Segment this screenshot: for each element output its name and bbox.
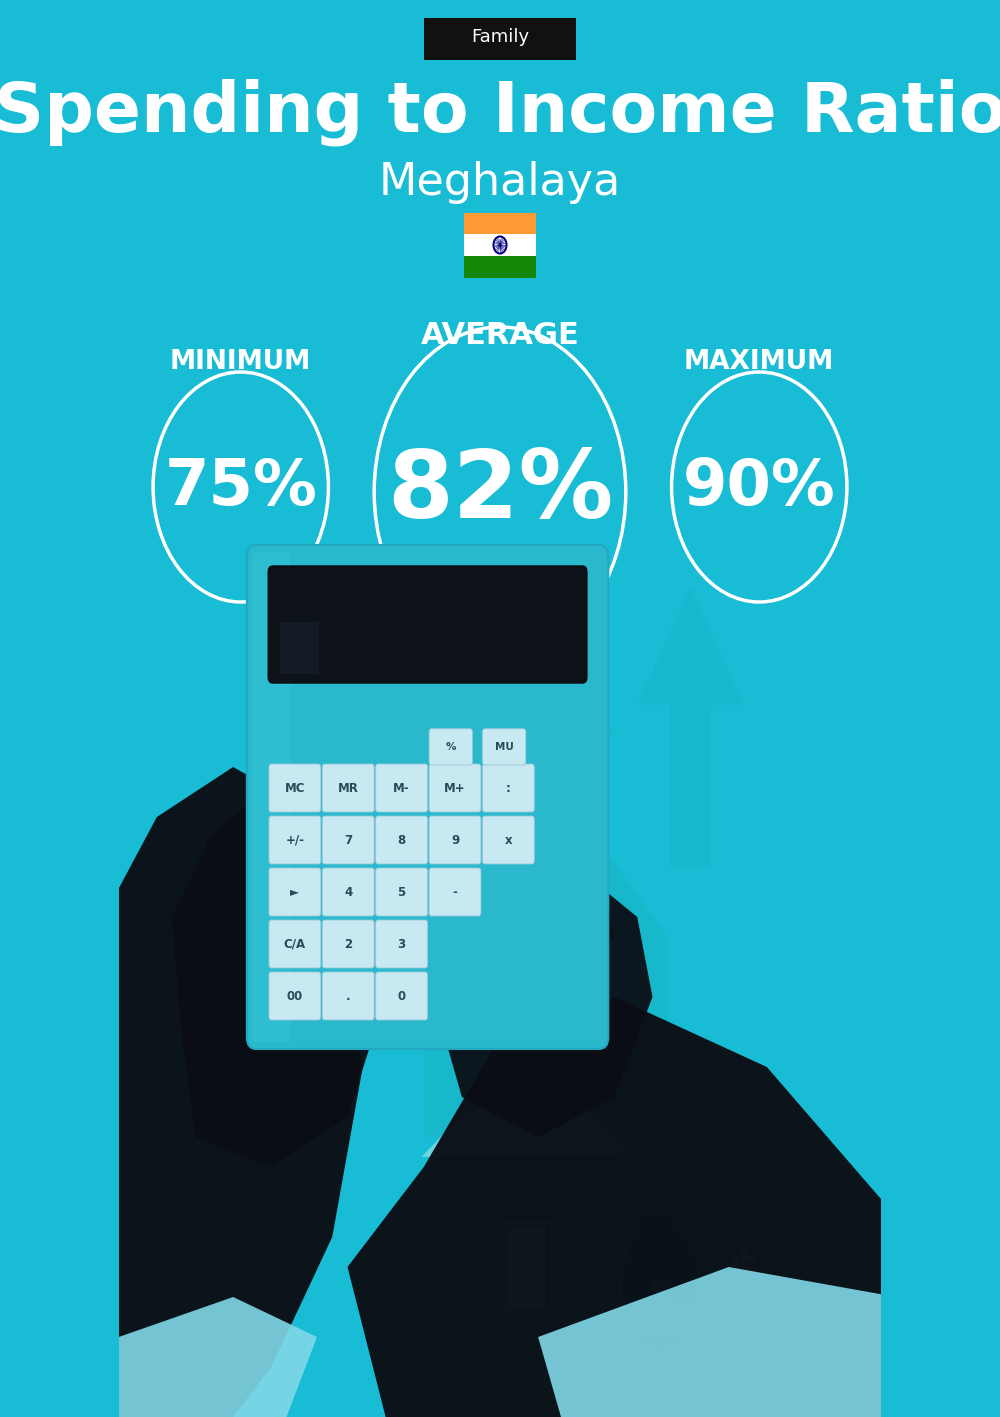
FancyBboxPatch shape <box>482 764 534 812</box>
FancyBboxPatch shape <box>376 869 428 915</box>
Bar <box>592 1315 729 1333</box>
Text: 3: 3 <box>398 938 406 951</box>
Text: $: $ <box>650 1278 671 1306</box>
Polygon shape <box>424 767 668 937</box>
FancyBboxPatch shape <box>269 972 321 1020</box>
FancyBboxPatch shape <box>429 728 472 765</box>
Polygon shape <box>523 857 614 966</box>
FancyBboxPatch shape <box>429 816 481 864</box>
FancyBboxPatch shape <box>269 869 321 915</box>
FancyBboxPatch shape <box>482 816 534 864</box>
Polygon shape <box>348 998 896 1417</box>
Text: :: : <box>506 782 511 795</box>
Bar <box>576 1299 714 1316</box>
Text: MR: MR <box>338 782 359 795</box>
Text: 9: 9 <box>451 833 459 846</box>
Bar <box>509 734 567 937</box>
Text: +/-: +/- <box>285 833 304 846</box>
Text: MINIMUM: MINIMUM <box>170 349 311 376</box>
FancyBboxPatch shape <box>322 869 374 915</box>
Text: x: x <box>505 833 512 846</box>
FancyBboxPatch shape <box>429 764 481 812</box>
Text: 0: 0 <box>398 989 406 1002</box>
Bar <box>595 1319 733 1338</box>
Polygon shape <box>538 1267 896 1417</box>
Bar <box>641 1210 673 1231</box>
FancyBboxPatch shape <box>424 18 576 60</box>
Bar <box>464 256 536 278</box>
Polygon shape <box>439 867 652 1136</box>
FancyBboxPatch shape <box>269 764 321 812</box>
Text: M+: M+ <box>444 782 466 795</box>
FancyBboxPatch shape <box>376 764 428 812</box>
Text: Spending to Income Ratio: Spending to Income Ratio <box>0 78 1000 146</box>
Text: Family: Family <box>471 28 529 45</box>
FancyBboxPatch shape <box>269 920 321 968</box>
FancyBboxPatch shape <box>376 816 428 864</box>
Bar <box>588 1311 725 1329</box>
Text: AVERAGE: AVERAGE <box>421 320 579 350</box>
Bar <box>424 937 668 1136</box>
Polygon shape <box>401 638 477 721</box>
Bar <box>584 1306 721 1325</box>
FancyBboxPatch shape <box>252 553 290 1041</box>
Bar <box>464 234 536 256</box>
Polygon shape <box>462 587 614 734</box>
Bar <box>580 1304 717 1321</box>
Text: %: % <box>446 743 456 752</box>
Bar <box>435 1158 618 1306</box>
Bar <box>670 704 711 867</box>
FancyBboxPatch shape <box>482 728 526 765</box>
FancyBboxPatch shape <box>269 816 321 864</box>
Polygon shape <box>637 587 744 704</box>
Bar <box>569 1057 588 1112</box>
Bar <box>721 1151 767 1182</box>
Polygon shape <box>119 1297 317 1417</box>
FancyBboxPatch shape <box>429 869 481 915</box>
Bar <box>504 1221 550 1306</box>
Text: 5: 5 <box>398 886 406 898</box>
FancyBboxPatch shape <box>376 920 428 968</box>
Polygon shape <box>172 796 386 1168</box>
Polygon shape <box>421 1047 632 1158</box>
Text: 00: 00 <box>287 989 303 1002</box>
Text: 82%: 82% <box>387 446 613 538</box>
FancyBboxPatch shape <box>322 764 374 812</box>
Text: 7: 7 <box>344 833 352 846</box>
FancyBboxPatch shape <box>268 565 587 683</box>
FancyBboxPatch shape <box>247 546 608 1049</box>
Text: MAXIMUM: MAXIMUM <box>684 349 834 376</box>
Text: 75%: 75% <box>164 456 317 519</box>
FancyBboxPatch shape <box>322 972 374 1020</box>
Text: 4: 4 <box>344 886 352 898</box>
Text: 90%: 90% <box>683 456 836 519</box>
Text: MC: MC <box>285 782 305 795</box>
Text: -: - <box>453 886 457 898</box>
Text: 2: 2 <box>344 938 352 951</box>
Text: 8: 8 <box>398 833 406 846</box>
Ellipse shape <box>622 1227 698 1348</box>
Text: ►: ► <box>290 886 299 898</box>
Bar <box>464 213 536 234</box>
Bar <box>508 1227 546 1306</box>
FancyBboxPatch shape <box>322 816 374 864</box>
FancyBboxPatch shape <box>376 972 428 1020</box>
Text: Meghalaya: Meghalaya <box>379 160 621 204</box>
Text: MU: MU <box>495 743 514 752</box>
Polygon shape <box>104 767 363 1417</box>
Bar <box>280 622 319 674</box>
Text: .: . <box>346 989 351 1002</box>
Bar <box>425 721 453 837</box>
FancyBboxPatch shape <box>322 920 374 968</box>
Text: $: $ <box>727 1248 761 1297</box>
Text: C/A: C/A <box>284 938 306 951</box>
Ellipse shape <box>687 1172 801 1352</box>
Text: M-: M- <box>393 782 410 795</box>
